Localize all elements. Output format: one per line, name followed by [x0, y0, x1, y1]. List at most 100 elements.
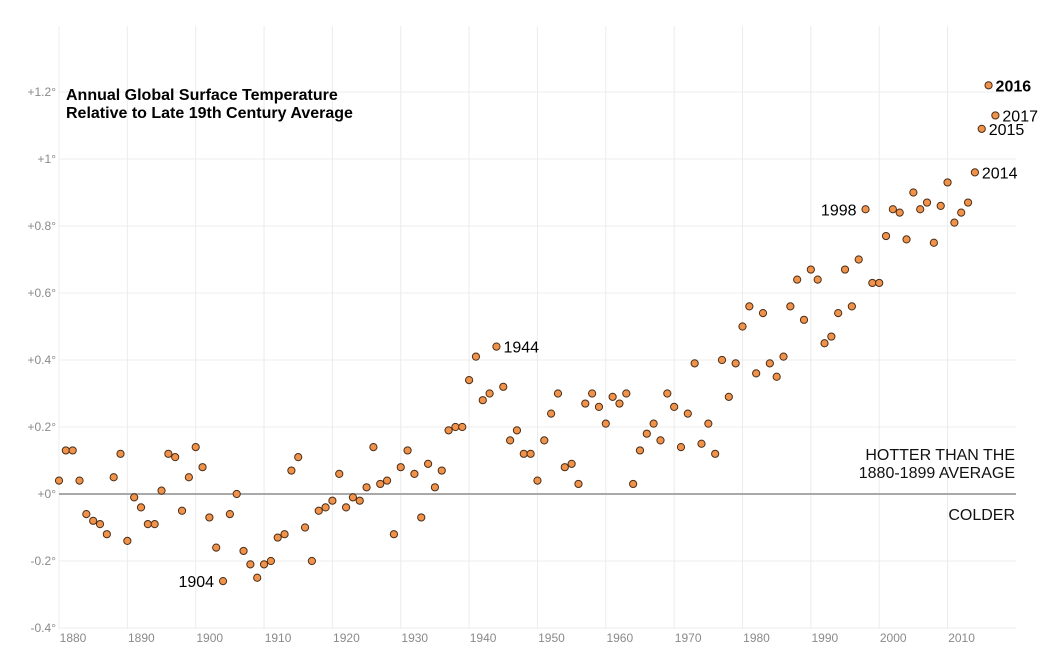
data-point [253, 573, 262, 582]
year-annotation: 2017 [1002, 108, 1038, 125]
data-point [697, 439, 706, 448]
x-tick-label: 1890 [128, 631, 155, 645]
chart-title: Annual Global Surface Temperature Relati… [66, 87, 353, 122]
data-point [355, 496, 364, 505]
data-point [458, 422, 467, 432]
data-point [417, 513, 426, 522]
year-annotation: 2014 [982, 165, 1018, 182]
data-point [629, 479, 638, 489]
data-point [793, 275, 802, 284]
data-point [970, 168, 979, 177]
data-point [663, 389, 672, 398]
data-point [423, 459, 433, 468]
data-point [218, 577, 228, 586]
data-point [827, 332, 836, 341]
data-point [437, 466, 446, 475]
y-tick-label: +0° [38, 487, 57, 501]
data-point [752, 369, 761, 378]
data-point [335, 469, 344, 478]
data-point [341, 503, 351, 512]
chart-title-line-1: Annual Global Surface Temperature [66, 87, 338, 104]
data-point [389, 530, 399, 539]
data-point [376, 479, 385, 489]
data-point [950, 218, 959, 227]
data-point [615, 399, 624, 408]
x-tick-label: 1970 [675, 631, 702, 645]
data-point [772, 372, 781, 381]
data-point [164, 449, 173, 458]
data-point [834, 309, 843, 318]
data-point [895, 208, 904, 217]
data-point [499, 382, 508, 391]
y-tick-label: +0.4° [28, 353, 57, 367]
data-point [574, 479, 583, 489]
data-point [861, 205, 870, 214]
region-labels: HOTTER THAN THE 1880-1899 AVERAGE COLDER [859, 447, 1015, 524]
y-tick-label: +1.2° [28, 85, 57, 99]
y-tick-label: +1° [38, 152, 57, 166]
year-annotation: 1904 [178, 574, 214, 591]
data-point [690, 359, 699, 368]
data-point [130, 493, 139, 502]
data-point [485, 389, 494, 398]
data-point [642, 429, 651, 438]
data-point [560, 463, 569, 472]
data-point [184, 473, 193, 482]
data-point [171, 453, 180, 462]
data-point [916, 205, 925, 214]
data-point [553, 389, 563, 398]
data-point [396, 463, 405, 472]
data-point [567, 459, 576, 468]
point-annotations: 1904 1944 1998 2014 2015 2016 2017 [178, 78, 1038, 591]
data-point [198, 463, 207, 472]
data-point [649, 419, 658, 428]
data-point [799, 315, 809, 324]
data-point [307, 556, 316, 566]
data-point [594, 402, 604, 411]
data-point [779, 352, 788, 361]
data-point [478, 396, 487, 405]
data-point [519, 449, 528, 458]
hotter-label-line-2: 1880-1899 AVERAGE [859, 465, 1015, 482]
data-point [847, 302, 856, 311]
data-point [54, 476, 64, 485]
data-point [212, 543, 221, 552]
data-point [608, 392, 617, 401]
data-point [683, 409, 692, 418]
data-point [601, 419, 610, 428]
data-point [191, 443, 200, 452]
data-point [382, 476, 392, 485]
data-point [731, 359, 740, 368]
data-point [868, 278, 877, 288]
year-annotation: 2015 [989, 122, 1025, 139]
data-point [881, 231, 891, 241]
data-point [266, 556, 275, 566]
data-point [321, 503, 330, 512]
data-point [61, 446, 70, 455]
data-point [820, 339, 829, 348]
data-point [136, 503, 146, 512]
x-tick-label: 1990 [811, 631, 838, 645]
data-point [765, 359, 774, 368]
x-tick-label: 1980 [743, 631, 770, 645]
data-point [143, 520, 152, 529]
data-point [444, 426, 453, 435]
data-point [588, 389, 597, 398]
data-point [75, 476, 84, 485]
y-tick-label: -0.2° [31, 554, 57, 568]
data-point [622, 389, 631, 398]
data-point [177, 506, 187, 515]
grid-layer [58, 26, 1016, 629]
data-point [150, 520, 159, 529]
data-point [430, 483, 440, 492]
data-point [806, 265, 815, 274]
data-point [328, 496, 337, 505]
data-point [451, 422, 460, 432]
x-tick-label: 1940 [470, 631, 497, 645]
data-point [977, 124, 986, 133]
data-point [246, 560, 255, 569]
year-annotation: 2016 [996, 78, 1032, 95]
data-point [533, 476, 542, 485]
data-point [670, 402, 679, 411]
data-point [362, 483, 371, 492]
